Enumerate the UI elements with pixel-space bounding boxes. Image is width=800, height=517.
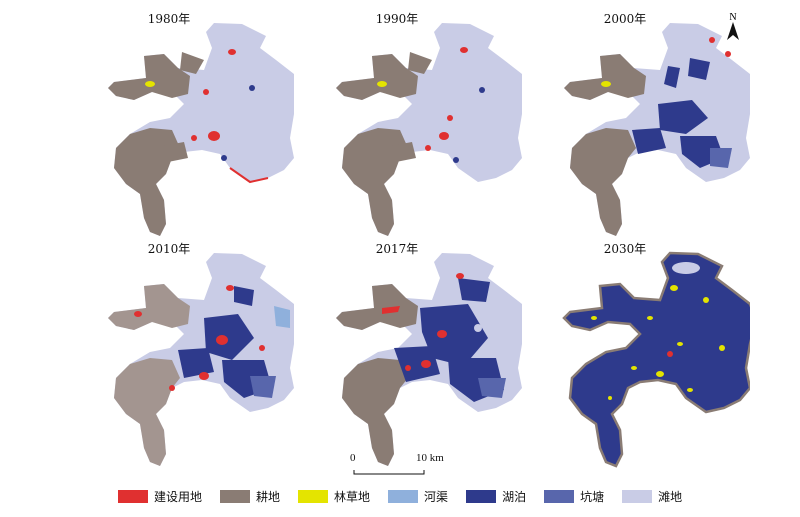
legend: 建设用地 耕地 林草地 河渠 湖泊 坑塘 滩地 <box>118 486 698 506</box>
panel-year-label: 2030年 <box>603 242 647 256</box>
legend-swatch <box>544 489 575 503</box>
legend-label: 耕地 <box>256 489 281 504</box>
legend-label: 滩地 <box>658 489 683 504</box>
scale-bar: 0 10 km <box>344 452 454 476</box>
legend-swatch <box>118 489 148 503</box>
panel-year-label: 1980年 <box>147 12 191 26</box>
land-use-map-1980 <box>108 23 294 236</box>
legend-item-cropland: 耕地 <box>220 488 280 505</box>
legend-label: 河渠 <box>424 489 449 504</box>
panel-year-label: 2010年 <box>147 242 191 256</box>
legend-swatch <box>466 489 497 503</box>
scale-bar-line <box>353 470 425 475</box>
scale-start-label: 0 <box>350 452 356 464</box>
legend-swatch <box>220 489 251 503</box>
land-use-map-1990 <box>336 23 522 236</box>
legend-label: 建设用地 <box>154 489 203 504</box>
panel-year-label: 2017年 <box>375 242 419 256</box>
legend-item-forest-grass: 林草地 <box>298 488 370 505</box>
panel-year-label: 1990年 <box>375 12 419 26</box>
land-use-map-2017 <box>336 253 522 466</box>
map-panel-2000: 2000年 N <box>500 8 750 238</box>
legend-item-construction: 建设用地 <box>118 488 202 505</box>
land-use-map-2000 <box>564 23 750 236</box>
legend-item-pond: 坑塘 <box>544 488 604 505</box>
map-panel-2017: 2017年 <box>272 238 522 468</box>
map-panel-1980: 1980年 <box>44 8 294 238</box>
land-use-map-2030 <box>562 251 750 468</box>
legend-label: 林草地 <box>334 489 371 504</box>
north-arrow-label: N <box>729 12 737 23</box>
legend-label: 坑塘 <box>580 489 605 504</box>
legend-item-lake: 湖泊 <box>466 488 526 505</box>
legend-swatch <box>622 489 653 503</box>
scale-end-label: 10 km <box>416 452 444 464</box>
map-panel-2010: 2010年 <box>44 238 294 468</box>
north-arrow: N <box>724 12 742 42</box>
legend-swatch <box>388 489 419 503</box>
map-panel-2030: 2030年 <box>500 238 750 468</box>
legend-label: 湖泊 <box>502 489 527 504</box>
legend-swatch <box>298 489 329 503</box>
north-arrow-icon <box>727 22 739 40</box>
panel-year-label: 2000年 <box>603 12 647 26</box>
legend-item-beach: 滩地 <box>622 488 682 505</box>
land-use-map-2010 <box>108 253 294 466</box>
legend-item-canal: 河渠 <box>388 488 448 505</box>
map-panel-1990: 1990年 <box>272 8 522 238</box>
